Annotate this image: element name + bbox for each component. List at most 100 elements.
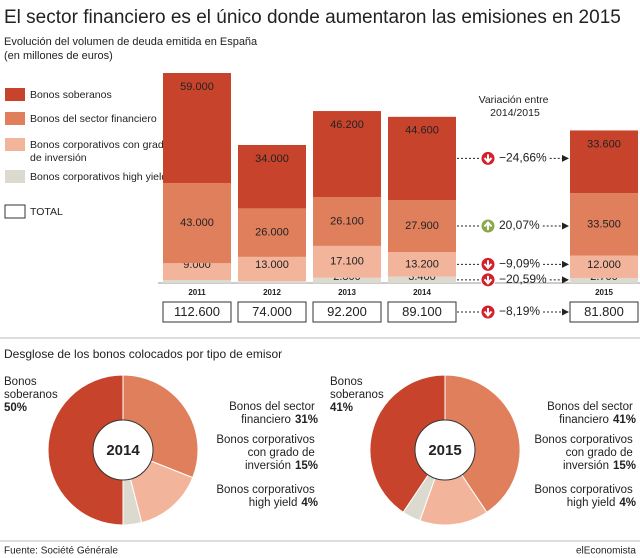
legend-swatch — [4, 204, 26, 219]
x-tick-label: 2015 — [595, 288, 613, 297]
arrow-icon — [483, 260, 493, 270]
value-label: 44.600 — [405, 125, 439, 137]
bar-segment — [313, 111, 381, 198]
legend-swatch — [5, 88, 25, 101]
x-tick-label: 2013 — [338, 288, 356, 297]
change-label: 20,07% — [499, 218, 540, 232]
change-label: −20,59% — [499, 272, 547, 286]
bar-segment — [163, 183, 231, 264]
bar-segment — [313, 245, 381, 278]
donut-hole — [92, 419, 154, 481]
bar-segment — [570, 255, 638, 278]
value-label: 12.000 — [587, 259, 621, 271]
bar-segment — [570, 277, 638, 283]
legend-swatch — [5, 138, 25, 151]
value-label: 34.000 — [255, 153, 289, 165]
pie-label: Bonos del sector financiero — [547, 401, 636, 426]
bar-segment — [313, 277, 381, 283]
pie-slice — [419, 448, 488, 526]
bar-segment — [238, 281, 306, 283]
bar-segment — [388, 276, 456, 283]
value-label: 27.900 — [405, 220, 439, 232]
bar-segment — [388, 116, 456, 201]
x-tick-label: 2014 — [413, 288, 431, 297]
pie-value: 50% — [4, 402, 27, 414]
bar-segment — [388, 252, 456, 277]
pie-slice — [369, 374, 446, 513]
pie-value: 4% — [301, 497, 318, 509]
pie-label: Bonos del sector financiero — [229, 401, 318, 426]
value-label: 33.600 — [587, 138, 621, 150]
pie-label: Bonos corporativos high yield — [216, 484, 318, 509]
total-label: 74.000 — [252, 304, 292, 319]
arrow-icon — [483, 275, 493, 285]
legend-label: TOTAL — [30, 206, 63, 218]
pie-label: Bonos corporativos high yield — [534, 484, 636, 509]
total-label: 89.100 — [402, 304, 442, 319]
pie-value: 41% — [330, 402, 353, 414]
title: El sector financiero es el único donde a… — [4, 7, 621, 28]
pie-value: 4% — [619, 497, 636, 509]
bar-segment — [163, 263, 231, 281]
pie-label: Bonos corporativos con grado de inversió… — [216, 434, 318, 472]
bar-segment — [313, 197, 381, 246]
pie-value: 41% — [613, 414, 636, 426]
pie-value: 15% — [295, 460, 318, 472]
bar-segment — [388, 200, 456, 253]
legend-label: Bonos soberanos — [30, 89, 112, 101]
arrow-icon — [483, 308, 493, 318]
donut-title: 2015 — [428, 442, 461, 459]
arrow-icon — [483, 221, 493, 231]
value-label: 46.200 — [330, 119, 364, 131]
total-box — [162, 301, 232, 323]
legend-swatch — [5, 170, 25, 183]
brand: elEconomista — [576, 546, 636, 557]
legend-label: Bonos del sector financiero — [30, 113, 157, 125]
legend-label: Bonos corporativos high yield — [30, 171, 167, 183]
value-label: 26.000 — [255, 227, 289, 239]
pie-value: 15% — [613, 460, 636, 472]
total-box — [237, 301, 307, 323]
unit: (en millones de euros) — [4, 50, 113, 62]
total-box — [387, 301, 457, 323]
change-label: −8,19% — [499, 304, 540, 318]
subtitle: Evolución del volumen de deuda emitida e… — [4, 36, 258, 48]
pie-value: 31% — [295, 414, 318, 426]
value-label: 33.500 — [587, 218, 621, 230]
bar-segment — [570, 193, 638, 256]
pie-label: Bonos corporativos con grado de inversió… — [534, 434, 636, 472]
donut-title: 2014 — [106, 442, 140, 459]
pie-slice — [47, 374, 124, 526]
value-label: 59.000 — [180, 81, 214, 93]
value-label: 43.000 — [180, 217, 214, 229]
change-label: −24,66% — [499, 151, 547, 165]
variation-title: Variación entre 2014/2015 — [479, 94, 552, 119]
value-label: 17.100 — [330, 256, 364, 268]
bar-segment — [163, 280, 231, 283]
value-label: 13.200 — [405, 258, 439, 270]
section-title: Desglose de los bonos colocados por tipo… — [4, 347, 282, 361]
total-label: 92.200 — [327, 304, 367, 319]
bar-segment — [238, 144, 306, 209]
legend-swatch — [5, 112, 25, 125]
total-label: 81.800 — [584, 304, 624, 319]
total-box — [312, 301, 382, 323]
total-box — [569, 301, 639, 323]
bar-segment — [570, 130, 638, 194]
bar-segment — [163, 73, 231, 184]
bar-segment — [238, 208, 306, 257]
value-label: 13.000 — [255, 259, 289, 271]
value-label: 26.100 — [330, 215, 364, 227]
pie-slice — [444, 374, 521, 513]
total-label: 112.600 — [174, 304, 220, 319]
arrow-icon — [483, 154, 493, 164]
pie-label: Bonos soberanos — [330, 376, 384, 401]
source: Fuente: Société Générale — [4, 546, 118, 557]
change-label: −9,09% — [499, 257, 540, 271]
pie-label: Bonos soberanos — [4, 376, 58, 401]
x-tick-label: 2012 — [263, 288, 281, 297]
x-tick-label: 2011 — [188, 288, 206, 297]
bar-segment — [238, 256, 306, 282]
donut-hole — [414, 419, 476, 481]
